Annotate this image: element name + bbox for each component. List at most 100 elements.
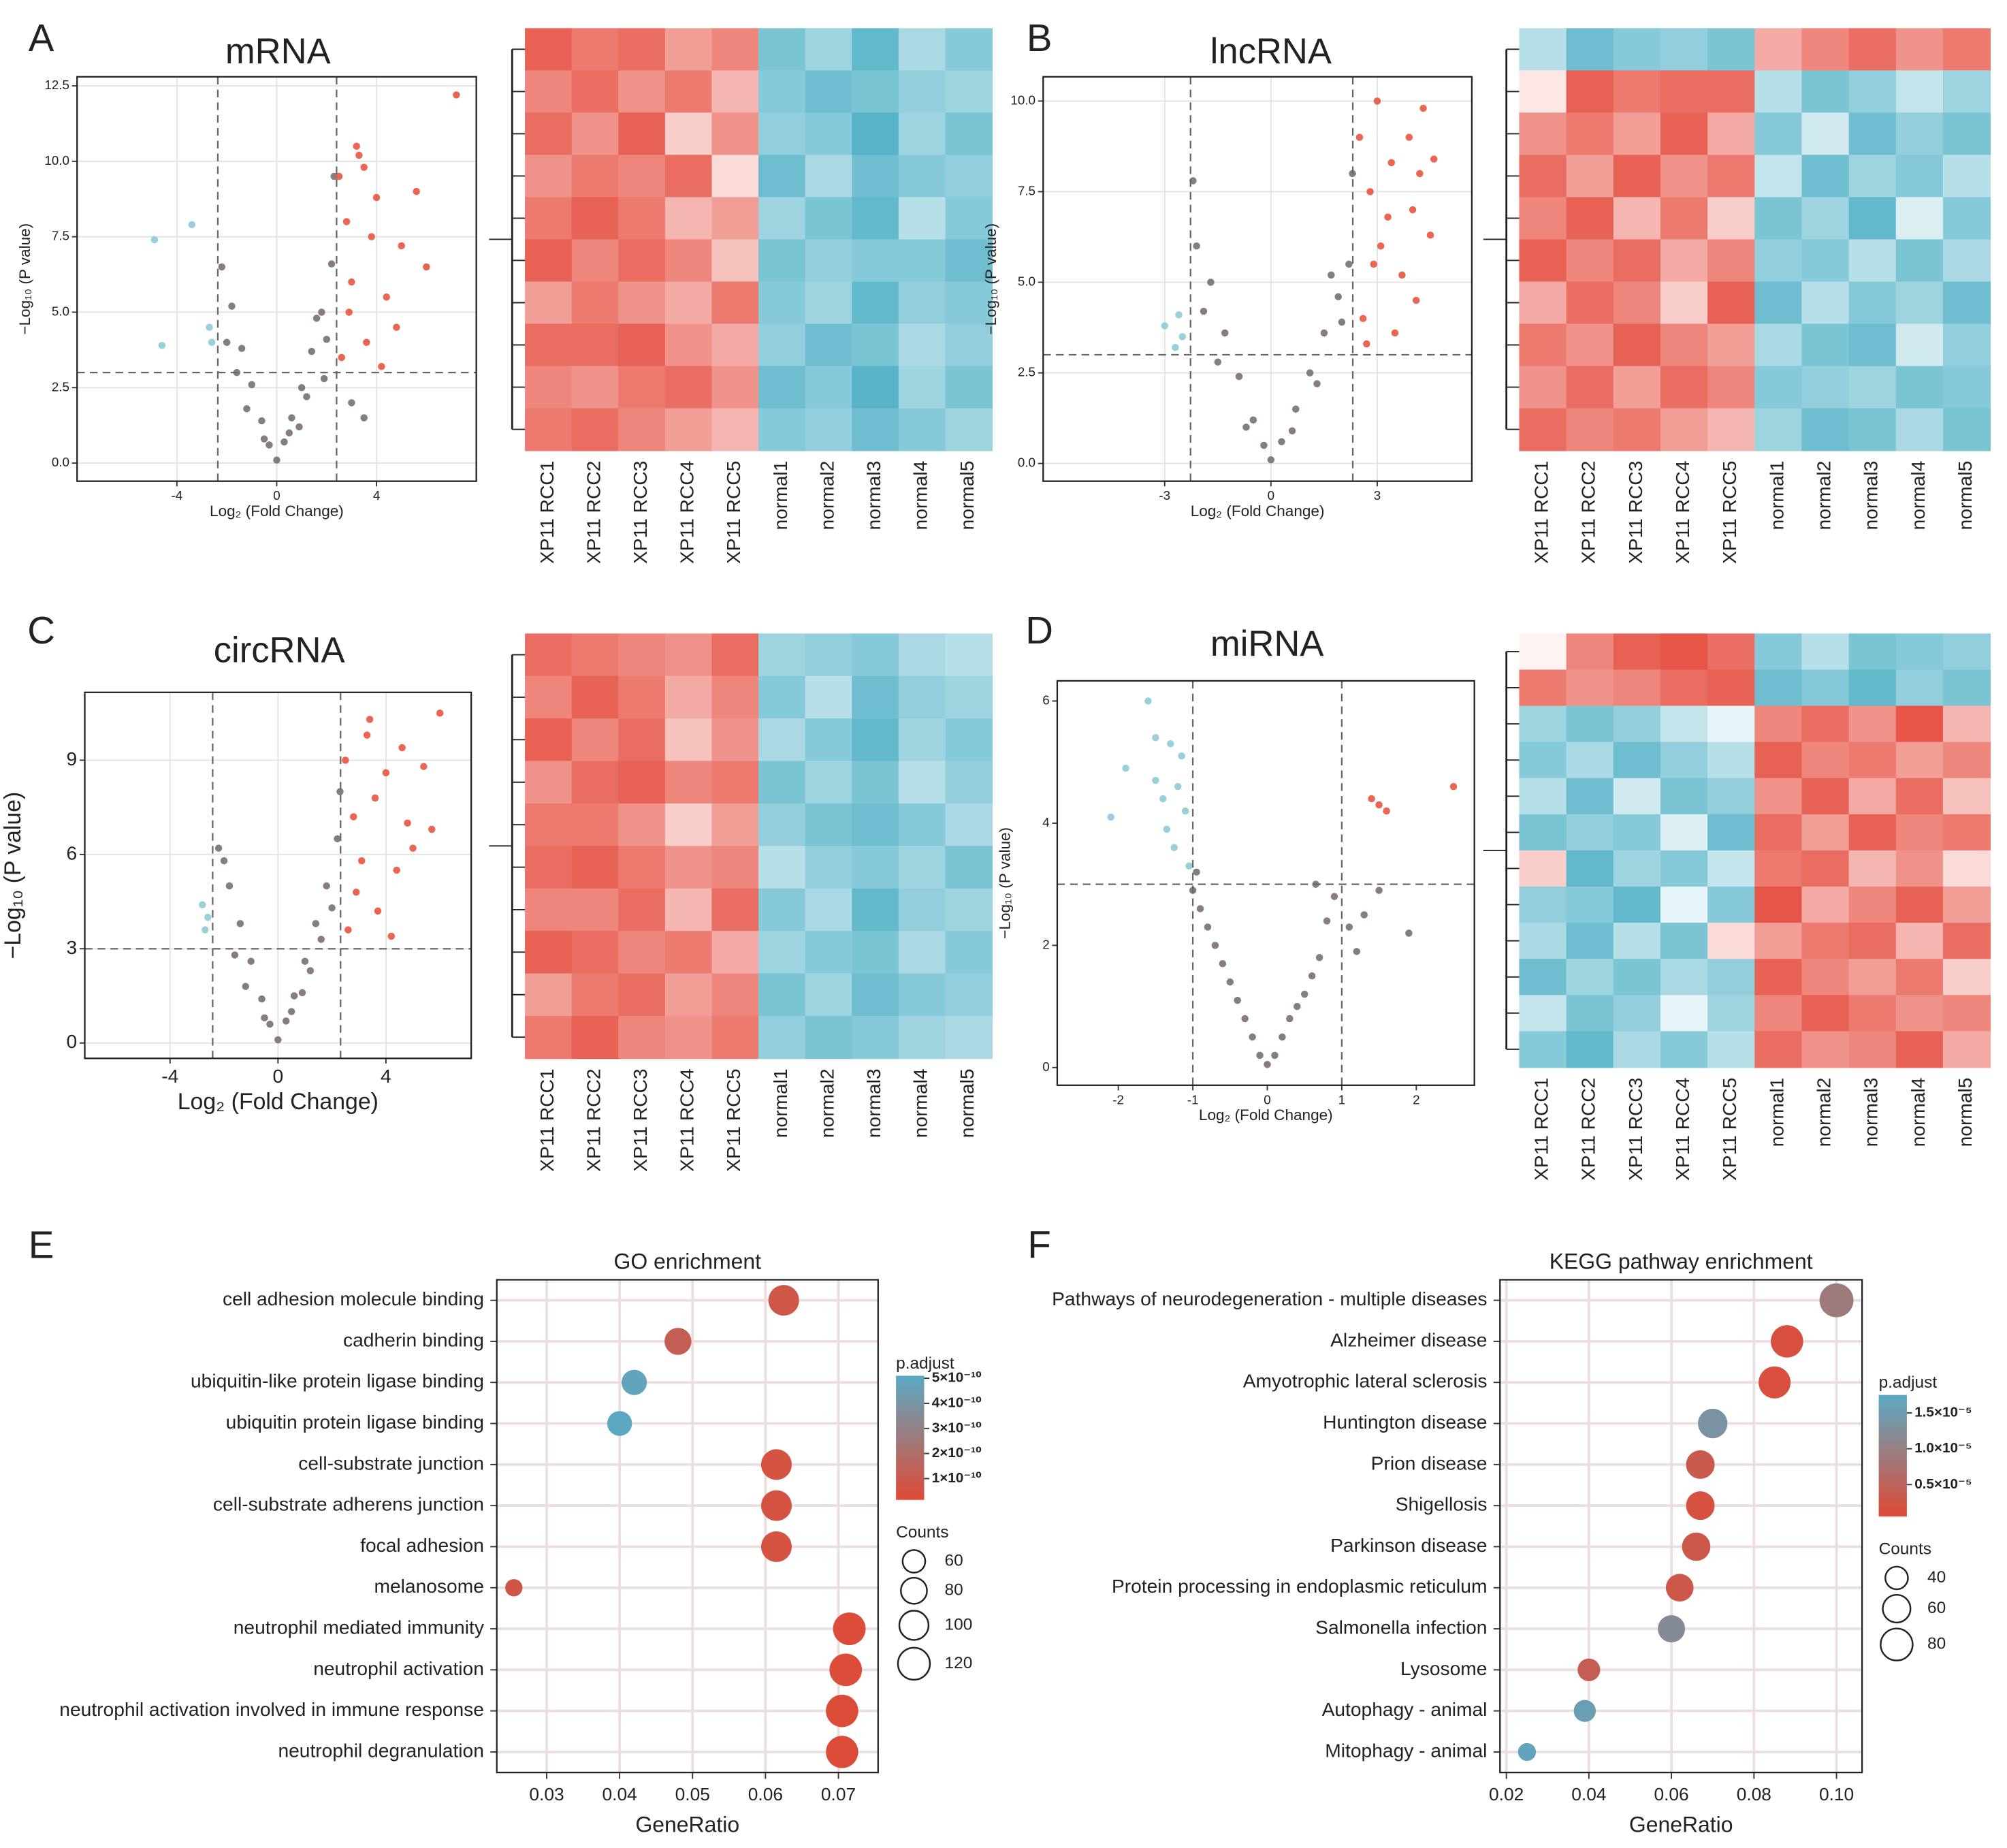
heatmap-cell bbox=[758, 408, 806, 451]
column-label: normal2 bbox=[1812, 1078, 1834, 1147]
heatmap-cell bbox=[852, 1015, 899, 1060]
column-label: XP11 RCC4 bbox=[1671, 461, 1693, 564]
heatmap-cell bbox=[1660, 366, 1709, 409]
heatmap-cell bbox=[664, 1015, 713, 1060]
heatmap-cell bbox=[1801, 742, 1850, 779]
heatmap-cell bbox=[852, 761, 899, 804]
heatmap-cell bbox=[711, 761, 760, 804]
y-tick-label: 2 bbox=[1042, 937, 1049, 951]
heatmap-cell bbox=[1613, 408, 1661, 451]
heatmap-cell bbox=[1848, 995, 1897, 1032]
heatmap-cell bbox=[1848, 705, 1897, 743]
legend-title: p.adjust bbox=[1879, 1373, 1938, 1392]
heatmap-cell bbox=[664, 281, 713, 325]
point bbox=[188, 221, 196, 229]
dot bbox=[760, 1449, 792, 1480]
heatmap-cell bbox=[852, 366, 899, 409]
heatmap-cell bbox=[1801, 814, 1850, 851]
heatmap-cell bbox=[758, 70, 806, 114]
heatmap-cell bbox=[758, 112, 806, 156]
heatmap-cell bbox=[805, 408, 853, 451]
heatmap-cell bbox=[711, 112, 760, 156]
heatmap-cell bbox=[1754, 323, 1803, 367]
heatmap-cell bbox=[1660, 1031, 1709, 1068]
heatmap-cell bbox=[1754, 995, 1803, 1032]
column-label: XP11 RCC1 bbox=[536, 461, 558, 564]
point bbox=[404, 819, 411, 827]
heatmap-cell bbox=[571, 323, 620, 367]
heatmap-cell bbox=[805, 28, 853, 71]
size-key bbox=[898, 1610, 930, 1641]
heatmap-cell bbox=[1613, 887, 1661, 924]
heatmap-cell bbox=[1895, 408, 1944, 451]
column-label: normal3 bbox=[1860, 461, 1882, 530]
heatmap-cell bbox=[1848, 850, 1897, 887]
heatmap-cell bbox=[1895, 281, 1944, 325]
heatmap-cell bbox=[571, 633, 620, 677]
point bbox=[1221, 329, 1229, 337]
heatmap-cell bbox=[618, 718, 666, 762]
heatmap-cell bbox=[1707, 408, 1756, 451]
heatmap-cell bbox=[1801, 633, 1850, 671]
point bbox=[1214, 358, 1222, 366]
point bbox=[1416, 170, 1424, 178]
heatmap-cell bbox=[945, 846, 993, 889]
heatmap-cell bbox=[1801, 850, 1850, 887]
heatmap-cell bbox=[852, 408, 899, 451]
column-label: XP11 RCC1 bbox=[1530, 461, 1552, 564]
heatmap-cell bbox=[852, 718, 899, 762]
heatmap-cell bbox=[1613, 1031, 1661, 1068]
heatmap-cell bbox=[1801, 669, 1850, 707]
legend-title: Counts bbox=[896, 1523, 948, 1542]
heatmap-cell bbox=[945, 197, 993, 240]
heatmap-cell bbox=[805, 155, 853, 198]
heatmap-cell bbox=[1707, 742, 1756, 779]
column-label: XP11 RCC2 bbox=[1577, 1078, 1599, 1181]
x-tick-label: 0 bbox=[272, 1065, 283, 1087]
size-label: 120 bbox=[945, 1654, 973, 1672]
y-tick-label: neutrophil degranulation bbox=[278, 1739, 483, 1761]
heatmap-cell bbox=[1707, 323, 1756, 367]
heatmap-cell bbox=[1801, 28, 1850, 71]
heatmap-cell bbox=[1660, 239, 1709, 283]
point bbox=[1345, 260, 1353, 268]
point bbox=[208, 338, 216, 347]
heatmap-cell bbox=[1660, 155, 1709, 198]
heatmap-cell bbox=[1519, 778, 1567, 815]
point bbox=[348, 399, 355, 407]
point bbox=[334, 835, 341, 843]
heatmap-cell bbox=[1519, 814, 1567, 851]
y-tick-label: 7.5 bbox=[52, 229, 69, 243]
dot bbox=[1518, 1742, 1537, 1762]
y-tick-label: 6 bbox=[67, 842, 78, 863]
heatmap-cell bbox=[1566, 742, 1614, 779]
column-label: XP11 RCC1 bbox=[536, 1068, 558, 1171]
heatmap-cell bbox=[1754, 705, 1803, 743]
point bbox=[320, 375, 328, 383]
heatmap-cell bbox=[1707, 28, 1756, 71]
heatmap-cell bbox=[525, 197, 573, 240]
heatmap-cell bbox=[1660, 887, 1709, 924]
heatmap-cell bbox=[1707, 197, 1756, 240]
size-key bbox=[1880, 1627, 1914, 1661]
point bbox=[330, 172, 338, 180]
heatmap-cell bbox=[758, 633, 806, 677]
dot bbox=[607, 1411, 632, 1436]
point bbox=[393, 866, 400, 874]
heatmap-cell bbox=[1660, 923, 1709, 960]
heatmap-cell bbox=[571, 366, 620, 409]
heatmap-cell bbox=[525, 281, 573, 325]
heatmap-cell bbox=[571, 28, 620, 71]
heatmap-cell bbox=[618, 197, 666, 240]
point bbox=[282, 1017, 290, 1025]
point bbox=[383, 293, 390, 301]
point bbox=[1405, 133, 1413, 141]
heatmap-cell bbox=[1848, 1031, 1897, 1068]
point bbox=[1375, 801, 1383, 809]
heatmap-cell bbox=[898, 1015, 946, 1060]
dot bbox=[826, 1694, 858, 1727]
dot bbox=[1658, 1615, 1686, 1643]
heatmap-cell bbox=[1660, 959, 1709, 996]
chart-title: mRNA bbox=[225, 31, 331, 71]
point bbox=[1175, 311, 1183, 319]
